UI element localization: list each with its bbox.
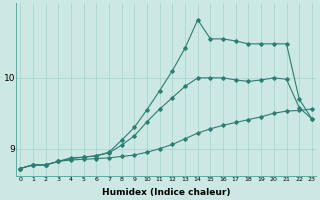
X-axis label: Humidex (Indice chaleur): Humidex (Indice chaleur)	[102, 188, 230, 197]
